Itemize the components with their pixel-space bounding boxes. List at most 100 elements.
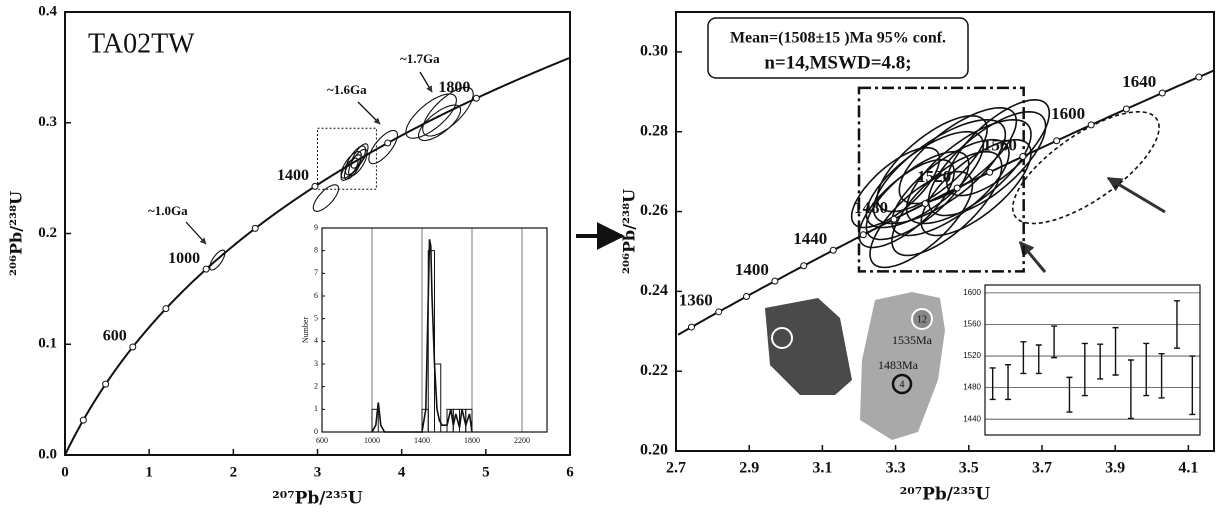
y-tick-label: 4: [314, 336, 318, 345]
age-marker: [1054, 138, 1060, 144]
age-marker: [716, 309, 722, 315]
x-tick-label: 4: [398, 464, 406, 480]
y-tick-label: 0.2: [38, 225, 57, 241]
age-marker: [1020, 154, 1026, 160]
age-marker: [473, 95, 479, 101]
image-label: 4: [900, 379, 905, 390]
y-tick-label: 1520: [963, 351, 981, 360]
y-tick-label: 8: [314, 245, 318, 254]
x-axis-label: ²⁰⁷Pb/²³⁵U: [272, 489, 363, 509]
x-tick-label: 3.7: [1032, 460, 1052, 477]
sample-title: TA02TW: [88, 28, 195, 59]
x-tick-label: 3: [314, 464, 322, 480]
y-axis-label: ²⁰⁶Pb/²³⁸U: [620, 189, 639, 274]
age-marker: [1196, 74, 1202, 80]
inset-bg: [985, 285, 1200, 435]
y-tick-label: 0.0: [38, 446, 57, 462]
arrow: [420, 72, 432, 92]
y-tick-label: 0.20: [640, 442, 668, 459]
age-marker: [163, 306, 169, 312]
y-tick-label: 2: [314, 381, 318, 390]
y-axis-label: ²⁰⁶Pb/²³⁸U: [7, 191, 26, 276]
y-tick-label: 0.30: [640, 43, 668, 60]
age-marker: [203, 266, 209, 272]
x-tick-label: 600: [316, 436, 328, 445]
age-marker: [801, 263, 807, 269]
age-marker: [1159, 90, 1165, 96]
x-tick-label: 2.7: [666, 460, 686, 477]
y-tick-label: 1600: [963, 288, 981, 297]
age-label: 1400: [735, 260, 769, 279]
y-tick-label: 9: [314, 223, 318, 232]
y-tick-label: 1: [314, 404, 318, 413]
y-tick-label: 0.22: [640, 362, 668, 379]
y-tick-label: 0.28: [640, 122, 668, 139]
age-label: 1560: [983, 135, 1017, 154]
image-label: 1483Ma: [878, 358, 919, 372]
x-tick-label: 2: [230, 464, 238, 480]
arrow: [1108, 178, 1165, 212]
y-tick-label: 0.3: [38, 114, 57, 130]
y-tick-label: 0.1: [38, 336, 57, 352]
x-tick-label: 6: [566, 464, 574, 480]
y-axis-label: Number: [301, 317, 310, 344]
age-label: 1000: [168, 250, 200, 267]
x-tick-label: 3.1: [812, 460, 832, 477]
age-label: 1360: [679, 291, 713, 310]
age-label: 1400: [277, 167, 309, 184]
annotation: ~1.6Ga: [327, 82, 367, 97]
x-tick-label: 1800: [464, 436, 480, 445]
age-marker: [922, 201, 928, 207]
x-tick-label: 2200: [514, 436, 530, 445]
y-tick-label: 0.26: [640, 202, 668, 219]
x-tick-label: 3.3: [886, 460, 906, 477]
age-marker: [130, 344, 136, 350]
stats-text: Mean=(1508±15 )Ma 95% conf.: [730, 30, 946, 47]
age-label: 1600: [1051, 104, 1085, 123]
y-tick-label: 5: [314, 313, 318, 322]
age-label: 1520: [917, 167, 951, 186]
age-label: 1440: [793, 229, 827, 248]
annotation: ~1.0Ga: [148, 203, 188, 218]
y-tick-label: 6: [314, 291, 318, 300]
age-label: 1800: [438, 79, 470, 96]
arrow: [358, 102, 380, 124]
error-ellipse: [369, 131, 398, 164]
age-marker: [954, 185, 960, 191]
age-marker: [1088, 122, 1094, 128]
y-tick-label: 0.4: [38, 3, 57, 19]
y-tick-label: 0.24: [640, 282, 668, 299]
annotation: ~1.7Ga: [400, 51, 440, 66]
y-tick-label: 0: [314, 427, 318, 436]
y-tick-label: 3: [314, 359, 318, 368]
arrow: [186, 222, 206, 244]
x-tick-label: 1000: [364, 436, 380, 445]
age-marker: [688, 324, 694, 330]
x-tick-label: 1: [145, 464, 153, 480]
age-marker: [103, 381, 109, 387]
age-marker: [891, 216, 897, 222]
age-marker: [830, 247, 836, 253]
error-ellipse: [1013, 112, 1159, 224]
age-marker: [772, 278, 778, 284]
image-label: 12: [917, 314, 927, 325]
stats-text: n=14,MSWD=4.8;: [764, 52, 911, 73]
age-marker: [987, 169, 993, 175]
age-marker: [312, 183, 318, 189]
age-marker: [80, 417, 86, 423]
age-marker: [744, 294, 750, 300]
y-tick-label: 7: [314, 268, 318, 277]
age-label: 1640: [1122, 72, 1156, 91]
x-axis-label: ²⁰⁷Pb/²³⁵U: [900, 485, 991, 505]
age-marker: [1123, 106, 1129, 112]
x-tick-label: 1400: [414, 436, 430, 445]
x-tick-label: 3.9: [1105, 460, 1125, 477]
y-tick-label: 1480: [963, 383, 981, 392]
x-tick-label: 2.9: [739, 460, 759, 477]
age-marker: [252, 225, 258, 231]
x-tick-label: 4.1: [1178, 460, 1198, 477]
x-tick-label: 0: [61, 464, 69, 480]
figure: 01234560.00.10.20.30.4²⁰⁷Pb/²³⁵U²⁰⁶Pb/²³…: [0, 0, 1216, 514]
age-label: 600: [103, 328, 127, 345]
age-marker: [860, 232, 866, 238]
